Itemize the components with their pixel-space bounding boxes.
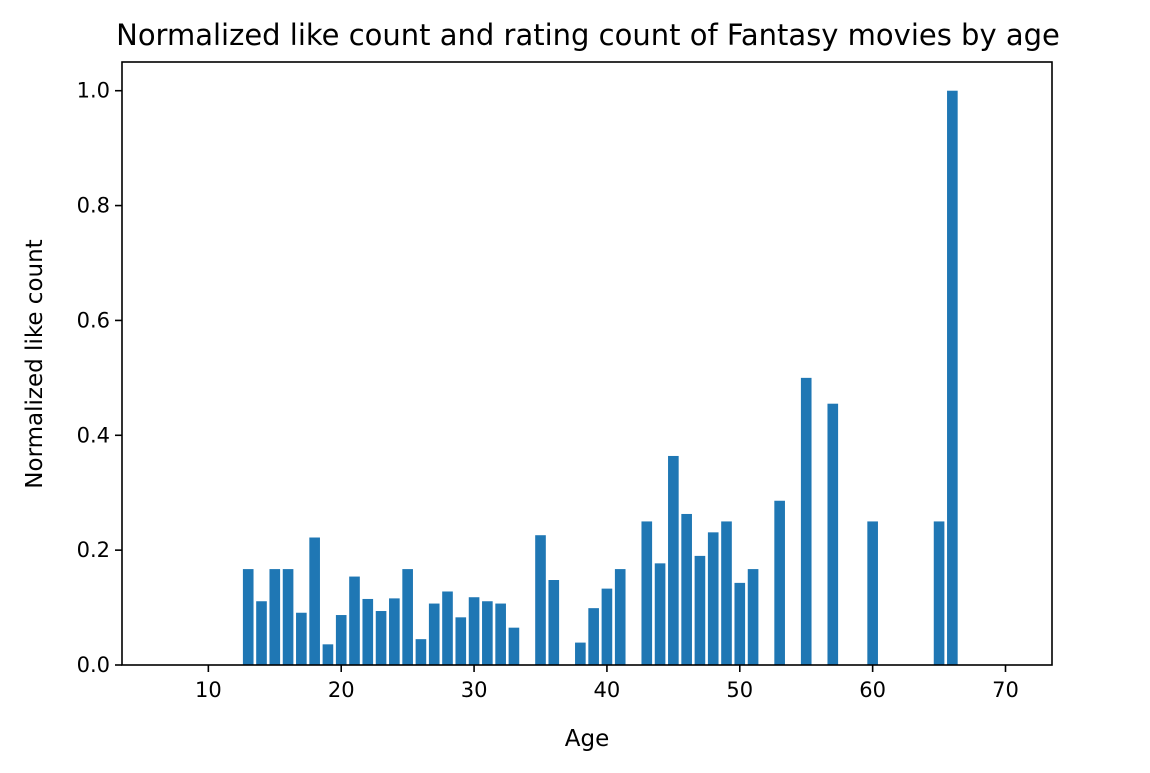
bar-age-49: [721, 521, 732, 665]
bar-age-32: [495, 603, 506, 665]
bar-age-31: [482, 601, 493, 665]
bar-age-16: [282, 569, 294, 665]
x-tick-label: 70: [992, 678, 1019, 702]
bar-age-48: [707, 532, 719, 665]
bar-age-25: [402, 569, 413, 665]
x-tick-label: 50: [726, 678, 753, 702]
bar-age-60: [867, 521, 878, 665]
x-axis-ticks: 10 20 30 40 50 60 70: [195, 665, 1019, 702]
bar-age-55: [800, 377, 812, 665]
bar-age-47: [694, 555, 706, 665]
bar-age-15: [269, 569, 281, 665]
bar-age-51: [747, 569, 759, 665]
x-tick-label: 20: [328, 678, 355, 702]
y-axis-ticks: 0.0 0.2 0.4 0.6 0.8 1.0: [77, 79, 122, 677]
bar-age-66: [947, 90, 958, 665]
bar-age-26: [415, 639, 427, 665]
bar-age-41: [614, 569, 626, 665]
bar-age-36: [548, 580, 560, 665]
bar-age-13: [242, 569, 254, 665]
bar-age-19: [322, 644, 334, 665]
bar-age-27: [428, 603, 440, 665]
bar-age-38: [575, 642, 586, 665]
y-tick-label: 0.6: [77, 308, 110, 332]
bar-age-43: [641, 521, 653, 665]
y-tick-label: 1.0: [77, 79, 110, 103]
bar-age-40: [601, 588, 613, 665]
y-tick-label: 0.4: [77, 423, 110, 447]
bar-age-30: [468, 597, 480, 665]
y-tick-label: 0.8: [77, 194, 110, 218]
bar-age-28: [442, 591, 453, 665]
plot-frame: [121, 61, 1053, 666]
x-tick-label: 10: [195, 678, 222, 702]
y-axis-label: Normalized like count: [22, 239, 48, 488]
bar-age-46: [681, 513, 692, 665]
bar-age-21: [349, 576, 360, 665]
bar-age-35: [535, 535, 546, 665]
bar-age-39: [588, 608, 599, 665]
bar-age-14: [256, 601, 267, 665]
bar-age-17: [296, 612, 307, 665]
bar-age-18: [309, 537, 320, 665]
bar-age-50: [734, 582, 746, 665]
bar-age-33: [508, 627, 520, 665]
x-tick-label: 40: [594, 678, 621, 702]
bar-age-24: [389, 598, 400, 665]
bar-age-29: [455, 617, 467, 665]
x-tick-label: 60: [859, 678, 886, 702]
bars-group: [242, 90, 958, 665]
y-tick-label: 0.0: [77, 653, 110, 677]
bar-age-45: [668, 455, 679, 665]
bar-age-65: [933, 521, 945, 665]
y-tick-label: 0.2: [77, 538, 110, 562]
bar-age-22: [362, 598, 374, 665]
bar-age-57: [827, 403, 839, 665]
x-tick-label: 30: [461, 678, 488, 702]
bar-age-23: [375, 611, 387, 665]
x-axis-label: Age: [565, 726, 609, 752]
chart-title: Normalized like count and rating count o…: [116, 18, 1060, 52]
bar-age-44: [654, 563, 666, 665]
bar-age-20: [335, 615, 347, 665]
bar-age-53: [774, 500, 785, 665]
